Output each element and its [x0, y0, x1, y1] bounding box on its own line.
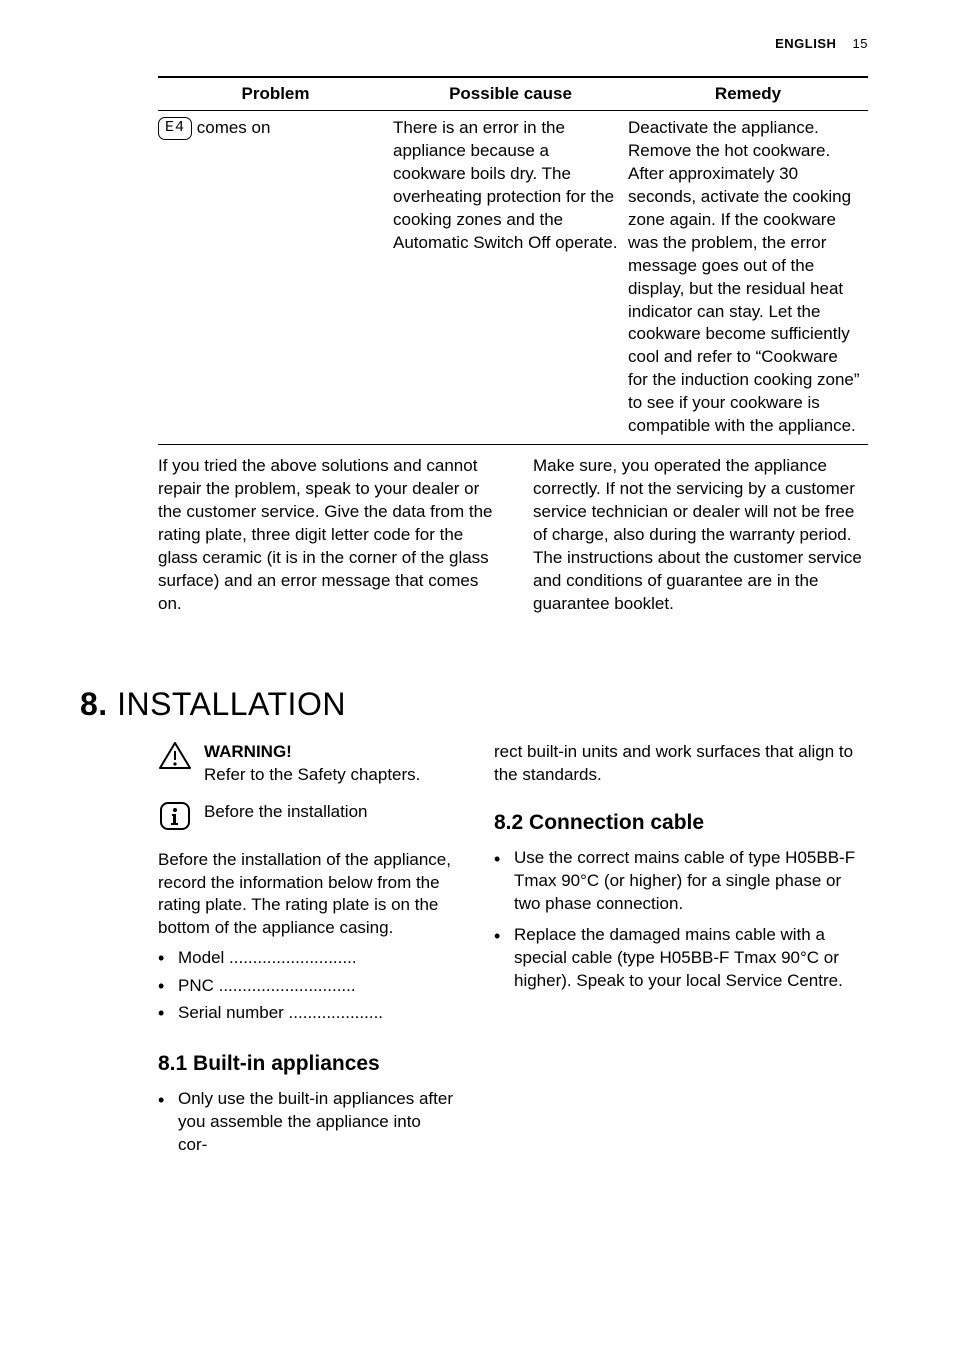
rating-fields-list: Model ........................... PNC ..…	[158, 944, 454, 1026]
subhead-81: 8.1 Built-in appliances	[158, 1050, 454, 1078]
info-row: Before the installation	[158, 801, 454, 831]
col-problem: Problem	[158, 77, 393, 111]
sub82-num: 8.2	[494, 811, 523, 834]
field-serial: Serial number ....................	[158, 999, 454, 1026]
problem-suffix: comes on	[192, 118, 270, 137]
sub82-title: Connection cable	[529, 811, 704, 834]
intro-paragraph: Before the installation of the appliance…	[158, 849, 454, 941]
table-row: E4 comes on There is an error in the app…	[158, 111, 868, 445]
info-icon	[158, 801, 192, 831]
section-heading: 8. INSTALLATION	[80, 686, 868, 723]
section-title: INSTALLATION	[117, 686, 346, 722]
troubleshooting-table: Problem Possible cause Remedy E4 comes o…	[158, 76, 868, 445]
warning-row: WARNING! Refer to the Safety chapters.	[158, 741, 454, 787]
sub81-item-end: rect built-in units and work surfaces th…	[494, 741, 868, 787]
field-pnc: PNC .............................	[158, 972, 454, 999]
section-num: 8.	[80, 686, 108, 722]
cell-remedy: Deactivate the appliance. Remove the hot…	[628, 111, 868, 445]
language-label: ENGLISH	[775, 36, 836, 51]
sub81-title: Built-in appliances	[193, 1052, 380, 1075]
sub81-item-start: Only use the built-in appliances after y…	[158, 1088, 454, 1157]
warning-icon	[158, 741, 192, 771]
sub82-item-1: Use the correct mains cable of type H05B…	[494, 847, 868, 916]
after-table-right: Make sure, you operated the appliance co…	[533, 455, 868, 616]
right-column: rect built-in units and work surfaces th…	[494, 741, 868, 1165]
page-number: 15	[853, 36, 868, 51]
col-remedy: Remedy	[628, 77, 868, 111]
page-header: ENGLISH 15	[775, 36, 868, 51]
left-column: WARNING! Refer to the Safety chapters. B…	[80, 741, 454, 1165]
sub82-item-2: Replace the damaged mains cable with a s…	[494, 924, 868, 993]
cell-problem: E4 comes on	[158, 111, 393, 445]
after-table-text: If you tried the above solutions and can…	[158, 455, 868, 616]
sub81-list: Only use the built-in appliances after y…	[158, 1088, 454, 1157]
warning-label: WARNING!	[204, 741, 420, 764]
sub82-list: Use the correct mains cable of type H05B…	[494, 847, 868, 993]
sub81-num: 8.1	[158, 1052, 187, 1075]
after-table-left: If you tried the above solutions and can…	[158, 455, 493, 616]
error-code-box: E4	[158, 117, 192, 139]
cell-cause: There is an error in the appliance becau…	[393, 111, 628, 445]
info-text: Before the installation	[204, 801, 368, 824]
warning-text: Refer to the Safety chapters.	[204, 764, 420, 787]
field-model: Model ...........................	[158, 944, 454, 971]
subhead-82: 8.2 Connection cable	[494, 809, 868, 837]
col-cause: Possible cause	[393, 77, 628, 111]
